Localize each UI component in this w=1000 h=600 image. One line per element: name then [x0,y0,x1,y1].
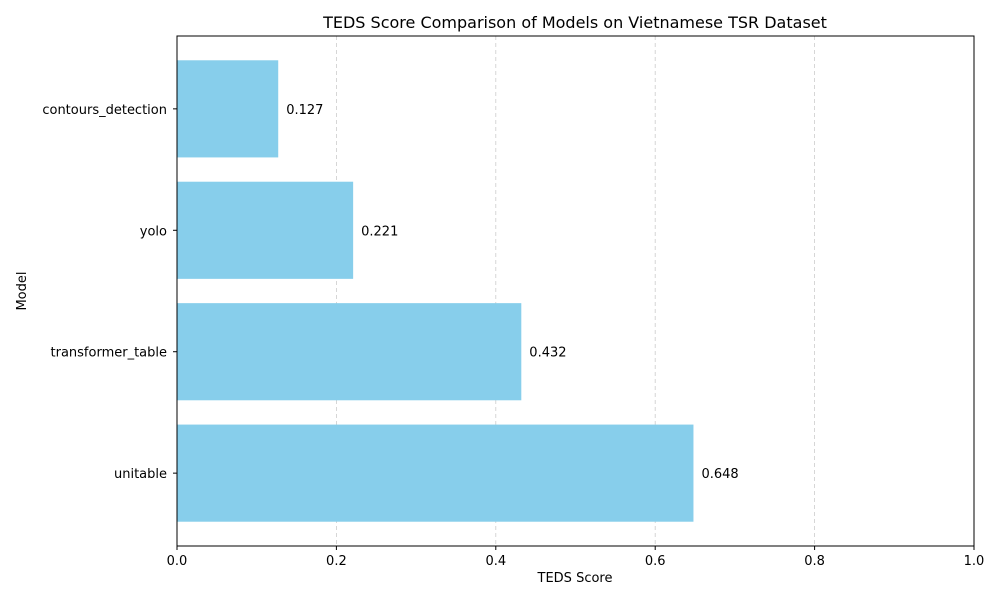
x-tick-label: 0.4 [485,554,506,569]
y-tick-label: unitable [114,467,167,482]
x-tick-label: 0.6 [645,554,666,569]
chart-title: TEDS Score Comparison of Models on Vietn… [322,13,827,32]
y-axis-ticks: unitable transformer_table yolo contours_de… [42,103,177,482]
y-tick-label: contours_detection [42,103,167,118]
x-tick-label: 0.2 [326,554,347,569]
x-tick-label: 1.0 [964,554,985,569]
data-label: 0.127 [286,103,323,118]
bar-contours-detection [177,60,279,158]
data-labels: 0.648 0.432 0.221 0.127 [286,103,738,482]
bar-yolo [177,181,354,279]
y-tick-label: yolo [140,224,167,239]
x-axis-ticks: 0.0 0.2 0.4 0.6 0.8 1.0 [167,546,985,569]
y-axis-label: Model [15,271,30,310]
data-label: 0.648 [701,467,738,482]
bar-unitable [177,424,694,522]
x-tick-label: 0.0 [167,554,188,569]
y-tick-label: transformer_table [51,346,168,361]
plot-frame [176,35,975,547]
x-tick-label: 0.8 [804,554,825,569]
data-label: 0.432 [529,346,566,361]
x-axis-label: TEDS Score [537,571,613,586]
bar-transformer-table [177,303,522,401]
data-label: 0.221 [361,224,398,239]
bars [177,60,694,522]
